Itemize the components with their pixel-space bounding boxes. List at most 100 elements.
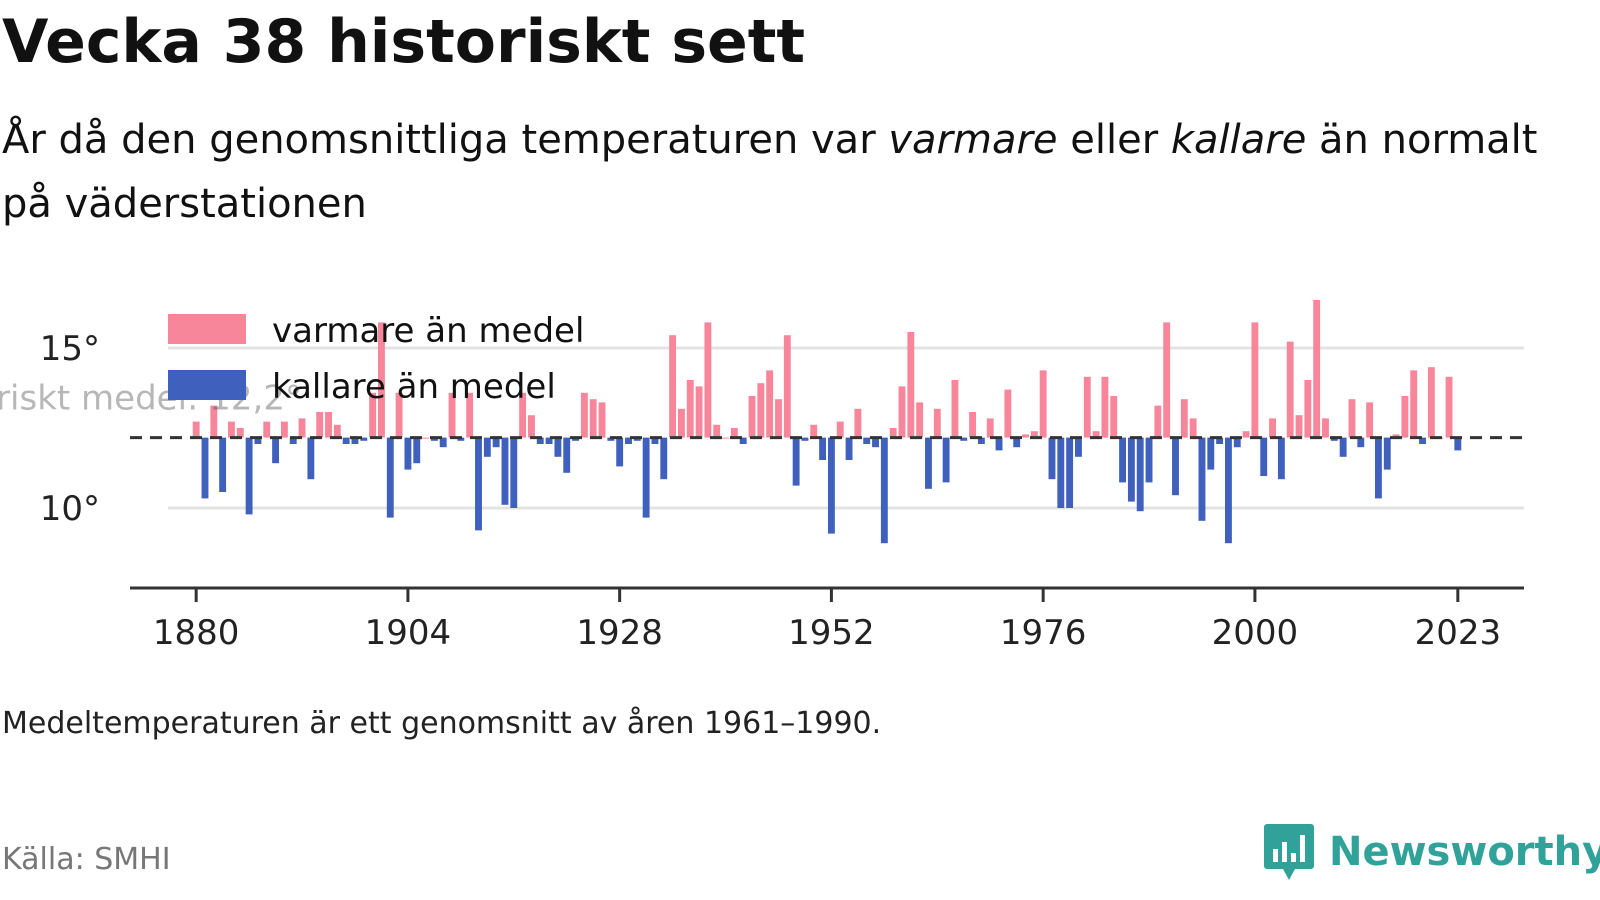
bar-1973 — [1013, 437, 1021, 448]
legend-warm-label: varmare än medel — [272, 311, 584, 351]
bar-1972 — [1004, 389, 1012, 438]
y-tick-label-15: 15° — [40, 329, 100, 369]
chart-title: Vecka 38 historiskt sett — [2, 7, 806, 77]
bar-1995 — [1207, 437, 1215, 470]
bar-1897 — [342, 437, 350, 444]
bar-2017 — [1401, 396, 1409, 438]
bar-1915 — [501, 437, 509, 505]
bar-2002 — [1269, 418, 1276, 438]
bar-1925 — [589, 399, 597, 438]
subtitle-warm-word: varmare — [888, 117, 1058, 163]
bar-2000 — [1251, 322, 1259, 438]
bar-1943 — [748, 396, 756, 438]
x-tick-label-2000: 2000 — [1212, 613, 1299, 653]
x-axis-ticks: 1880 1904 1928 1952 1976 2000 2023 — [153, 588, 1501, 653]
bar-1918 — [527, 415, 535, 438]
legend: varmare än medel kallare än medel — [168, 311, 584, 407]
bar-1904 — [404, 437, 412, 470]
x-tick-label-1928: 1928 — [576, 613, 663, 653]
bar-1974 — [1022, 434, 1029, 438]
bar-1984 — [1110, 396, 1118, 438]
bar-1959 — [889, 428, 897, 438]
bar-1990 — [1163, 322, 1171, 438]
bar-2011 — [1348, 399, 1356, 438]
bar-2016 — [1392, 434, 1400, 438]
bar-1890 — [280, 421, 288, 438]
bar-1967 — [960, 437, 968, 441]
x-tick-label-1976: 1976 — [1000, 613, 1087, 653]
bar-1948 — [792, 437, 800, 486]
x-tick-label-2023: 2023 — [1415, 613, 1502, 653]
subtitle-text-start: År då den genomsnittliga temperaturen va… — [2, 117, 889, 163]
bar-1936 — [686, 380, 694, 438]
bar-2020 — [1427, 367, 1435, 438]
bar-1916 — [510, 437, 518, 508]
bar-2018 — [1410, 370, 1418, 438]
bar-2019 — [1419, 437, 1426, 444]
bar-1928 — [616, 437, 624, 467]
bar-1969 — [977, 437, 985, 444]
bar-1961 — [907, 332, 915, 438]
bar-1993 — [1189, 418, 1197, 438]
bar-1982 — [1092, 431, 1100, 438]
y-tick-label-10: 10° — [40, 489, 100, 529]
bar-1946 — [775, 399, 782, 438]
bar-1977 — [1048, 437, 1056, 480]
bar-1938 — [704, 322, 712, 438]
bar-1949 — [801, 437, 809, 441]
bar-1950 — [810, 424, 818, 438]
bar-1933 — [660, 437, 668, 480]
bar-1888 — [263, 421, 271, 438]
bar-1979 — [1066, 437, 1074, 508]
bar-1976 — [1039, 370, 1047, 438]
bar-1960 — [898, 386, 906, 438]
bar-1953 — [836, 421, 844, 438]
bar-1900 — [369, 392, 377, 438]
legend-warm-swatch — [168, 314, 246, 344]
bar-1999 — [1242, 431, 1250, 438]
bar-1944 — [757, 383, 765, 438]
bar-1940 — [722, 437, 729, 439]
brand-logo: Newsworthy — [1263, 822, 1600, 882]
bar-1954 — [845, 437, 853, 460]
bar-1983 — [1101, 376, 1109, 438]
bar-2004 — [1286, 341, 1294, 438]
bar-2007 — [1313, 300, 1321, 438]
bar-1909 — [448, 392, 456, 438]
bar-1902 — [386, 437, 394, 518]
bar-2015 — [1383, 437, 1391, 470]
bar-1921 — [554, 437, 562, 457]
bar-1886 — [245, 437, 253, 515]
bar-2013 — [1366, 402, 1374, 438]
brand-name: Newsworthy — [1329, 829, 1600, 875]
bar-1885 — [236, 428, 244, 438]
bar-1986 — [1127, 437, 1135, 502]
subtitle-cold-word: kallare — [1170, 117, 1307, 163]
bar-1912 — [475, 437, 482, 531]
subtitle-text-end: än normalt på väderstationen — [2, 117, 1538, 227]
subtitle-text-middle: eller — [1057, 117, 1171, 163]
bar-1957 — [872, 437, 879, 448]
bar-1958 — [880, 437, 888, 544]
bar-1911 — [466, 392, 474, 438]
bar-1941 — [730, 428, 738, 438]
bar-1883 — [219, 437, 227, 492]
bar-2022 — [1445, 376, 1453, 438]
bar-1994 — [1198, 437, 1206, 521]
chart-subtitle: År då den genomsnittliga temperaturen va… — [2, 108, 1562, 236]
legend-cold-label: kallare än medel — [272, 367, 556, 407]
bar-1931 — [642, 437, 650, 518]
bar-1968 — [969, 412, 977, 438]
bar-1992 — [1180, 399, 1188, 438]
source-credit: Källa: SMHI — [2, 842, 171, 877]
bar-1920 — [545, 437, 553, 444]
bar-2003 — [1277, 437, 1285, 480]
bar-1882 — [210, 405, 218, 438]
bar-2010 — [1339, 437, 1347, 457]
footnote: Medeltemperaturen är ett genomsnitt av å… — [2, 706, 882, 741]
baseline-label: Historiskt medel: 12,2° — [0, 379, 302, 419]
bar-1970 — [986, 418, 994, 438]
bar-1985 — [1119, 437, 1127, 483]
bar-1887 — [254, 437, 262, 444]
bar-1945 — [766, 370, 774, 438]
